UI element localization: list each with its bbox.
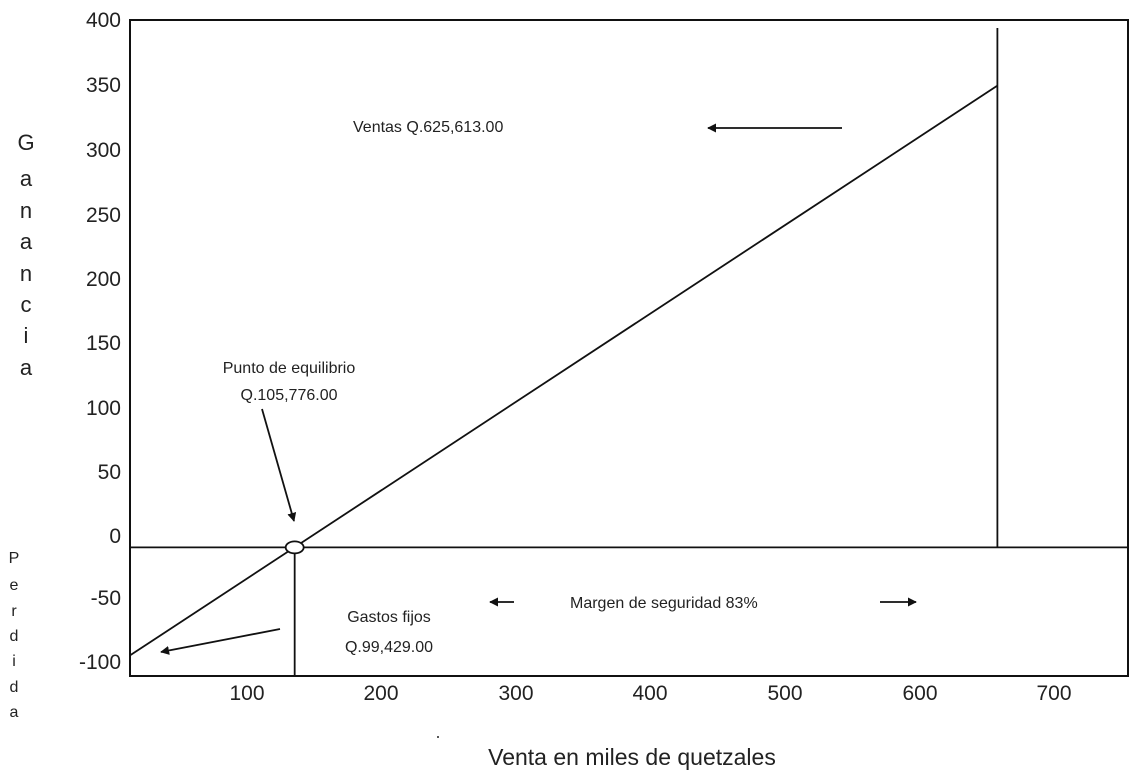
annotation-punto-line2: Q.105,776.00 <box>241 387 338 404</box>
x-tick-label: 700 <box>1036 682 1071 705</box>
y-axis-label-letter: a <box>20 166 33 191</box>
annotation-punto-line1: Punto de equilibrio <box>223 360 356 377</box>
y-tick-label: 200 <box>86 268 121 291</box>
y-axis-label-letter: a <box>20 355 33 380</box>
y-axis-label-letter: G <box>17 130 34 155</box>
annotation-margen: Margen de seguridad 83% <box>570 595 758 612</box>
y-axis-label-letter: d <box>10 679 19 696</box>
x-tick-label: 300 <box>498 682 533 705</box>
y-tick-label: 50 <box>98 461 121 484</box>
y-tick-label: 400 <box>86 9 121 32</box>
y-tick-label: 300 <box>86 139 121 162</box>
y-axis-label-letter: c <box>21 292 32 317</box>
y-tick-label: -50 <box>91 587 121 610</box>
y-tick-label: 0 <box>109 525 121 548</box>
y-axis-label-letter: i <box>24 323 29 348</box>
arrow-punto <box>261 408 297 522</box>
y-tick-label: 350 <box>86 74 121 97</box>
x-tick-label: 100 <box>229 682 264 705</box>
x-tick-label: 600 <box>902 682 937 705</box>
annotation-ventas: Ventas Q.625,613.00 <box>353 119 503 136</box>
y-tick-label: -100 <box>79 651 121 674</box>
arrow-gastos <box>160 628 281 655</box>
x-tick-labels: 100 200 300 400 500 600 700 <box>229 682 1071 705</box>
y-axis-label-letter: d <box>10 628 19 645</box>
annotation-gastos-line1: Gastos fijos <box>347 609 431 626</box>
y-tick-label: 150 <box>86 332 121 355</box>
y-axis-label-letter: e <box>10 577 19 594</box>
profit-line <box>129 84 998 657</box>
break-even-marker <box>284 540 305 555</box>
y-axis-label-letter: a <box>10 704 19 721</box>
y-tick-label: 250 <box>86 204 121 227</box>
x-tick-label: 200 <box>363 682 398 705</box>
y-axis-label-letter: n <box>20 198 32 223</box>
y-axis-label-letter: P <box>9 550 20 567</box>
x-tick-label: 400 <box>632 682 667 705</box>
x-axis-label: Venta en miles de quetzales <box>488 744 776 770</box>
y-axis-label-letter: i <box>12 653 16 670</box>
y-axis-label-letter: a <box>20 229 33 254</box>
annotation-gastos-line2: Q.99,429.00 <box>345 639 433 656</box>
plot-frame <box>129 19 1129 677</box>
y-axis-label-letter: r <box>11 603 17 620</box>
y-axis-label-letter: n <box>20 261 32 286</box>
x-tick-label: 500 <box>767 682 802 705</box>
y-tick-label: 100 <box>86 397 121 420</box>
small-dot <box>437 736 439 738</box>
y-tick-labels: 400 350 300 250 200 150 100 50 0 -50 -100 <box>79 9 121 674</box>
